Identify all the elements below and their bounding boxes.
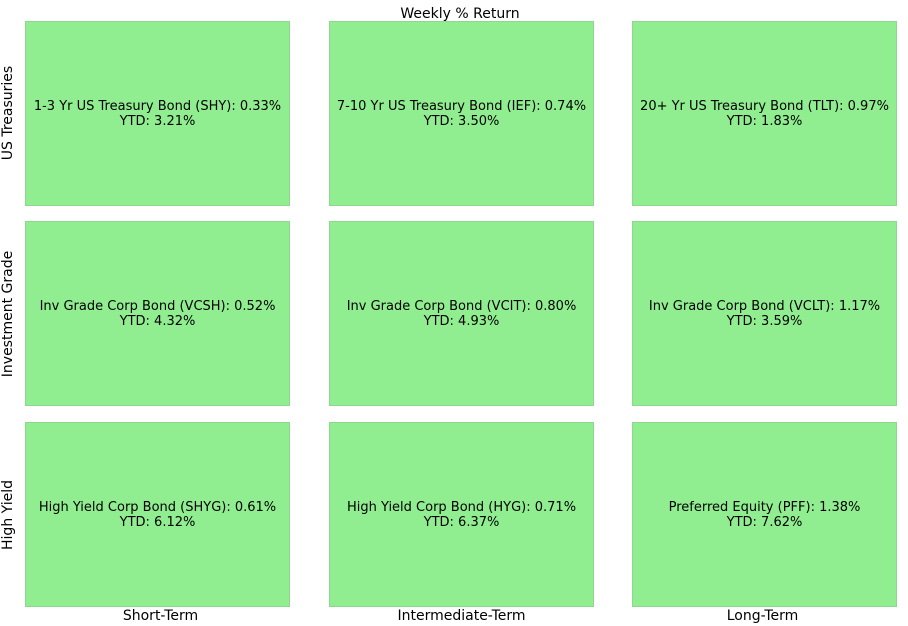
tile-return-text: 20+ Yr US Treasury Bond (TLT): 0.97% — [640, 98, 889, 114]
tile-return-text: High Yield Corp Bond (SHYG): 0.61% — [38, 499, 277, 515]
tile-return-text: 7-10 Yr US Treasury Bond (IEF): 0.74% — [336, 98, 587, 114]
row-label-high-yield: High Yield — [0, 480, 16, 550]
tile-vcit: Inv Grade Corp Bond (VCIT): 0.80% YTD: 4… — [329, 221, 594, 406]
chart-title: Weekly % Return — [400, 6, 520, 22]
tile-return-text: Inv Grade Corp Bond (VCIT): 0.80% — [346, 298, 577, 314]
tile-shyg: High Yield Corp Bond (SHYG): 0.61% YTD: … — [25, 422, 290, 607]
row-label-investment-grade: Investment Grade — [0, 250, 16, 378]
col-label-intermediate-term: Intermediate-Term — [397, 608, 526, 624]
tile-ytd-text: YTD: 1.83% — [726, 113, 803, 129]
tile-vclt: Inv Grade Corp Bond (VCLT): 1.17% YTD: 3… — [632, 221, 897, 406]
tile-return-text: High Yield Corp Bond (HYG): 0.71% — [346, 499, 577, 515]
tile-return-text: 1-3 Yr US Treasury Bond (SHY): 0.33% — [33, 98, 282, 114]
tile-pff: Preferred Equity (PFF): 1.38% YTD: 7.62% — [632, 422, 897, 607]
col-label-long-term: Long-Term — [726, 608, 799, 624]
tile-return-text: Inv Grade Corp Bond (VCLT): 1.17% — [648, 298, 881, 314]
tile-ytd-text: YTD: 4.32% — [119, 313, 196, 329]
col-label-short-term: Short-Term — [122, 608, 199, 624]
tile-ief: 7-10 Yr US Treasury Bond (IEF): 0.74% YT… — [329, 21, 594, 206]
tile-hyg: High Yield Corp Bond (HYG): 0.71% YTD: 6… — [329, 422, 594, 607]
tile-return-text: Inv Grade Corp Bond (VCSH): 0.52% — [39, 298, 276, 314]
tile-ytd-text: YTD: 6.12% — [119, 514, 196, 530]
tile-ytd-text: YTD: 3.50% — [423, 113, 500, 129]
tile-return-text: Preferred Equity (PFF): 1.38% — [668, 499, 861, 515]
tile-tlt: 20+ Yr US Treasury Bond (TLT): 0.97% YTD… — [632, 21, 897, 206]
tile-ytd-text: YTD: 3.21% — [119, 113, 196, 129]
tile-ytd-text: YTD: 7.62% — [726, 514, 803, 530]
tile-vcsh: Inv Grade Corp Bond (VCSH): 0.52% YTD: 4… — [25, 221, 290, 406]
tile-ytd-text: YTD: 3.59% — [726, 313, 803, 329]
tile-shy: 1-3 Yr US Treasury Bond (SHY): 0.33% YTD… — [25, 21, 290, 206]
tile-ytd-text: YTD: 6.37% — [423, 514, 500, 530]
tile-ytd-text: YTD: 4.93% — [423, 313, 500, 329]
row-label-us-treasuries: US Treasuries — [0, 65, 16, 161]
